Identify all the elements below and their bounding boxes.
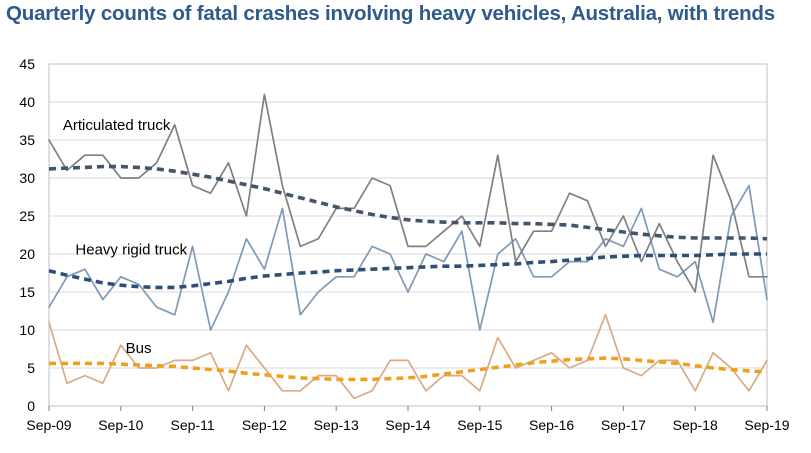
x-tick-label: Sep-19 bbox=[744, 417, 789, 433]
y-tick-label: 45 bbox=[19, 56, 35, 72]
series-line-heavy-rigid-truck bbox=[48, 184, 768, 331]
annotation-heavy-rigid-truck: Heavy rigid truck bbox=[75, 241, 187, 258]
x-axis: Sep-09 Sep-10 Sep-11 Sep-12 Sep-13 Sep-14 Sep-… bbox=[26, 406, 790, 433]
y-axis: 0 5 10 15 20 25 30 35 40 45 bbox=[19, 56, 35, 414]
annotation-bus: Bus bbox=[126, 340, 152, 357]
chart-title: Quarterly counts of fatal crashes involv… bbox=[6, 2, 775, 25]
series-line-bus-trend bbox=[49, 356, 768, 382]
x-tick-label: Sep-15 bbox=[457, 417, 502, 433]
y-tick-label: 25 bbox=[19, 208, 35, 224]
y-tick-label: 0 bbox=[27, 398, 35, 414]
x-tick-label: Sep-17 bbox=[601, 417, 646, 433]
x-tick-label: Sep-11 bbox=[171, 417, 215, 433]
y-tick-label: 15 bbox=[19, 284, 35, 300]
series-line-articulated-truck bbox=[48, 93, 768, 293]
x-tick-label: Sep-09 bbox=[26, 417, 71, 433]
annotations: Articulated truck Heavy rigid truck Bus bbox=[63, 117, 188, 357]
series-line-heavy-rigid-truck-trend bbox=[48, 252, 767, 290]
x-tick-label: Sep-18 bbox=[673, 417, 718, 433]
y-tick-label: 35 bbox=[19, 132, 35, 148]
y-tick-label: 5 bbox=[27, 360, 35, 376]
series-line-bus bbox=[48, 313, 768, 400]
x-tick-label: Sep-12 bbox=[242, 417, 287, 433]
x-tick-label: Sep-10 bbox=[98, 417, 143, 433]
x-tick-label: Sep-16 bbox=[529, 417, 574, 433]
y-tick-label: 10 bbox=[19, 322, 35, 338]
y-tick-label: 30 bbox=[19, 170, 35, 186]
y-tick-label: 20 bbox=[19, 246, 35, 262]
annotation-articulated-truck: Articulated truck bbox=[63, 117, 171, 134]
series-line-articulated-truck-trend bbox=[48, 164, 768, 241]
y-tick-label: 40 bbox=[19, 94, 35, 110]
x-tick-label: Sep-14 bbox=[385, 417, 430, 433]
x-tick-label: Sep-13 bbox=[314, 417, 359, 433]
series-group bbox=[48, 93, 768, 400]
